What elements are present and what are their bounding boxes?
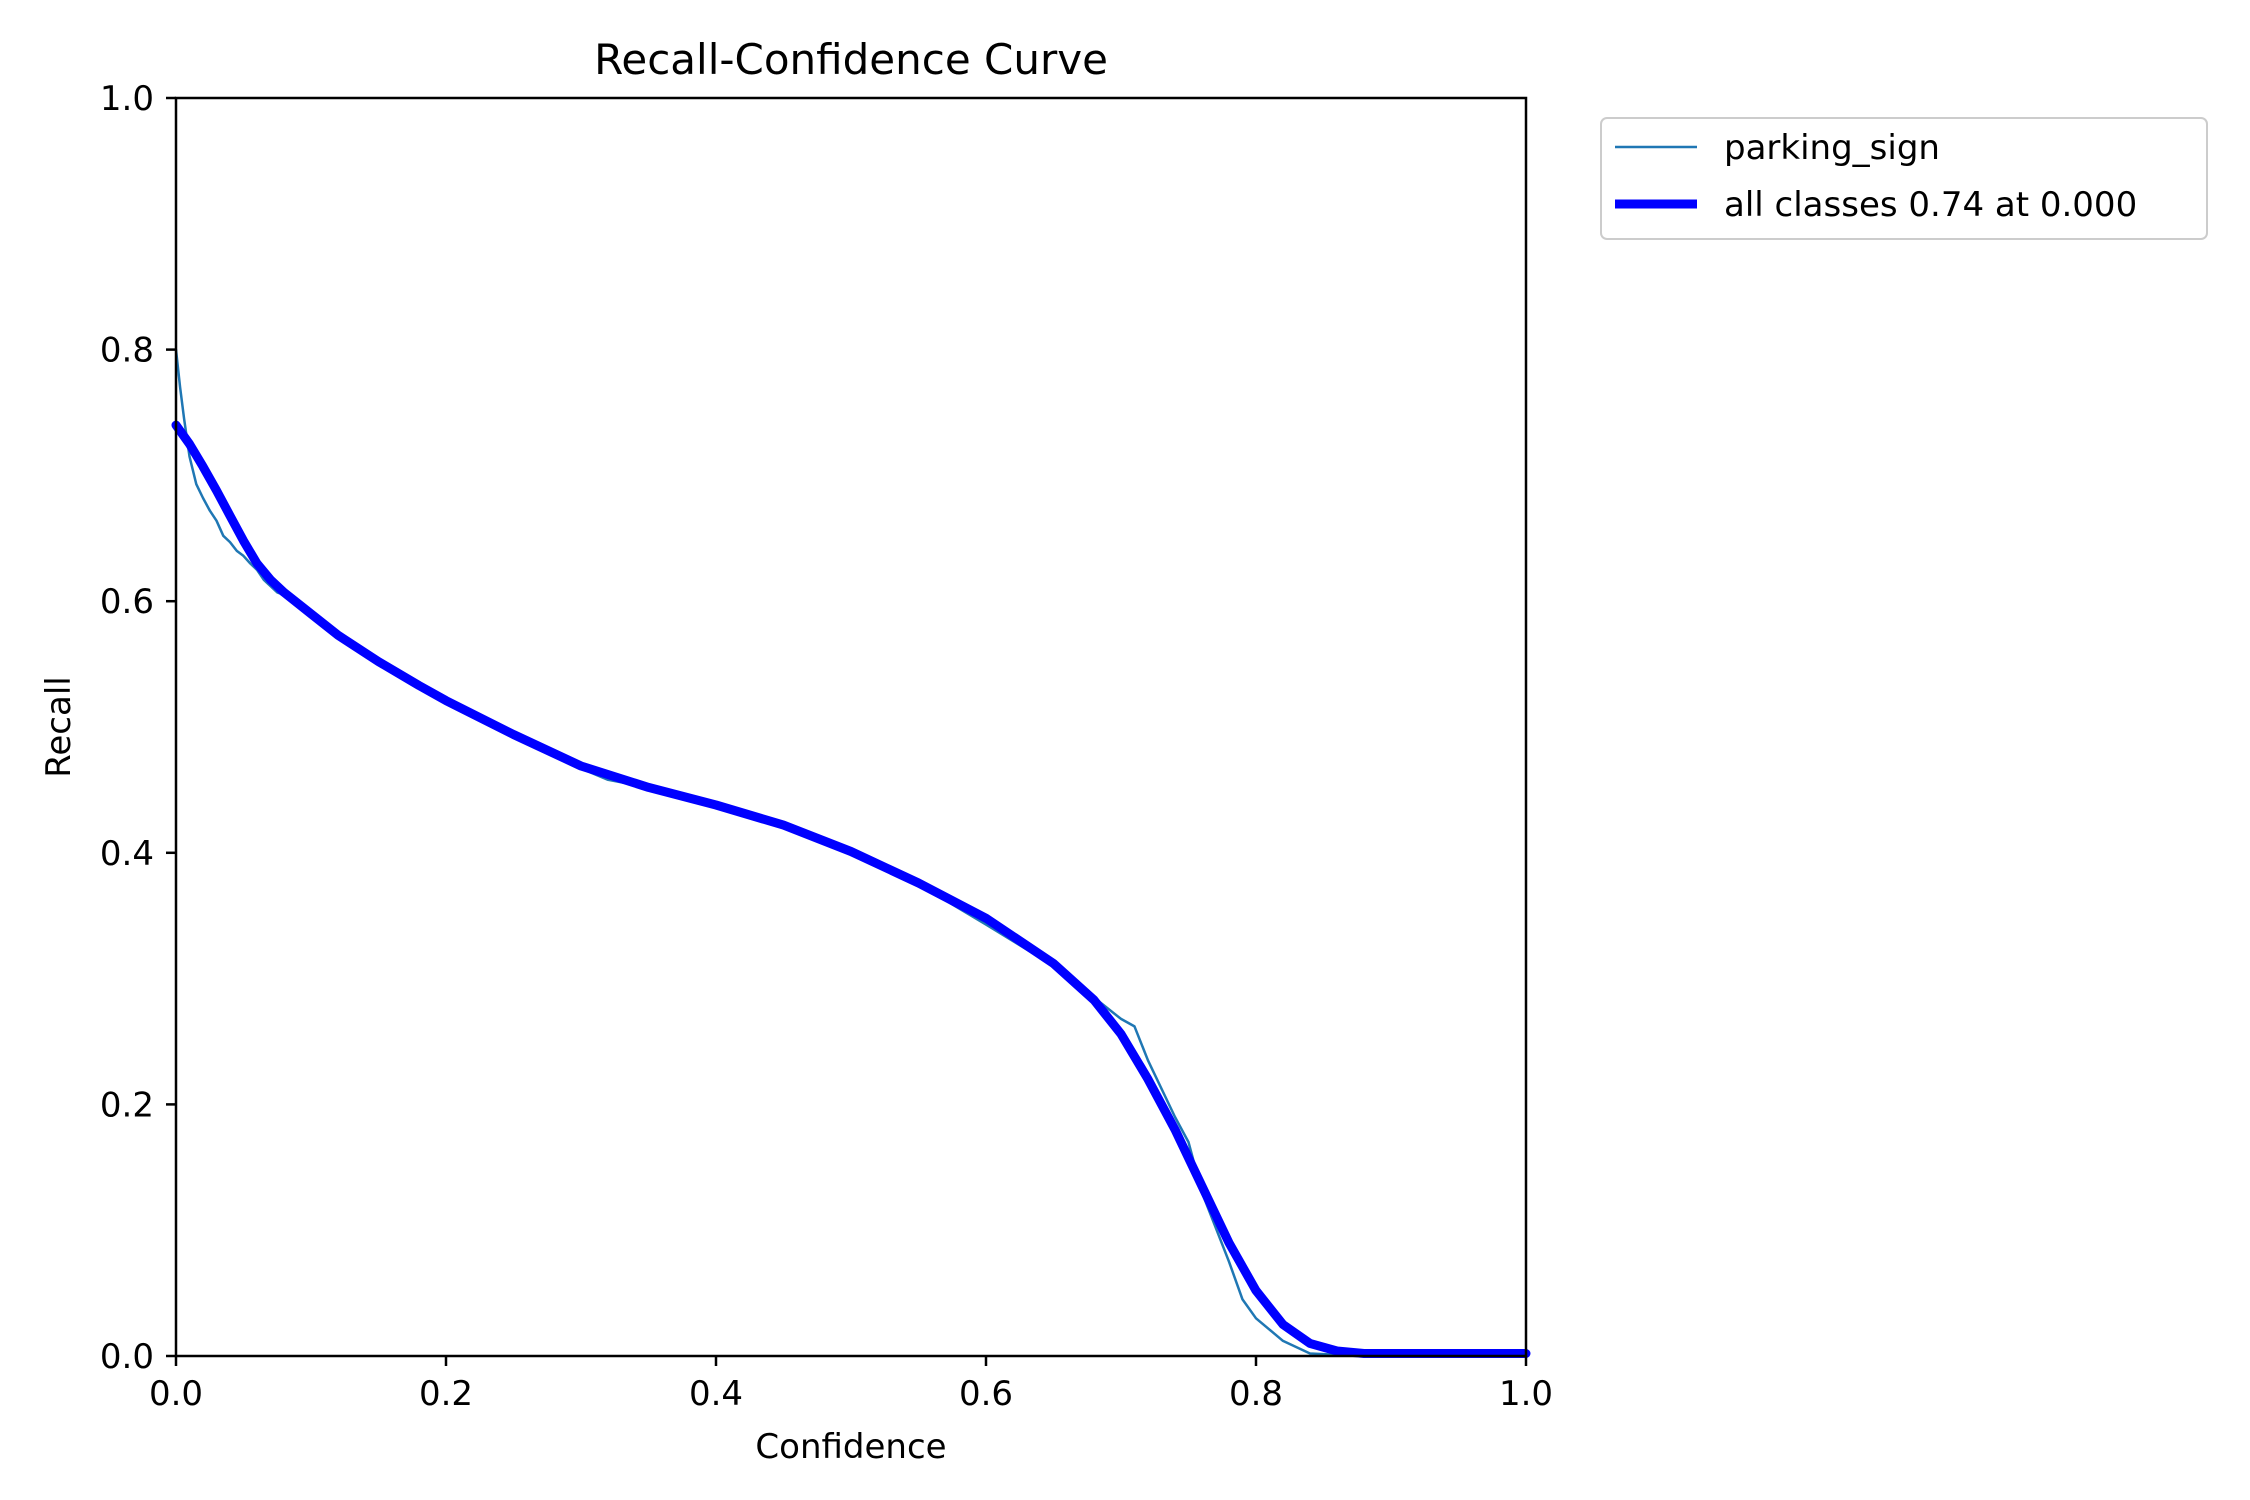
plot-frame (174, 96, 1528, 1358)
x-axis-ticks: 0.0 0.2 0.4 0.6 0.8 1.0 (149, 1356, 1553, 1414)
x-tick-label: 0.4 (689, 1374, 743, 1414)
legend-label-parking-sign: parking_sign (1724, 128, 1940, 168)
legend-frame (1600, 117, 2208, 240)
x-tick-label: 0.2 (419, 1374, 473, 1414)
x-tick-label: 0.0 (149, 1374, 203, 1414)
y-axis-ticks: 0.0 0.2 0.4 0.6 0.8 1.0 (100, 79, 176, 1377)
legend: parking_sign all classes 0.74 at 0.000 (1600, 117, 2208, 240)
y-tick-label: 1.0 (100, 79, 154, 119)
x-axis-label: Confidence (755, 1427, 946, 1467)
y-tick-label: 0.4 (100, 834, 154, 874)
x-tick-label: 0.8 (1229, 1374, 1283, 1414)
y-tick-label: 0.2 (100, 1085, 154, 1125)
chart-title: Recall-Confidence Curve (594, 35, 1108, 84)
y-tick-label: 0.8 (100, 331, 154, 371)
series-line-all-classes (171, 420, 1531, 1358)
legend-label-all-classes: all classes 0.74 at 0.000 (1724, 185, 2137, 225)
y-axis-label: Recall (39, 676, 79, 777)
y-tick-label: 0.6 (100, 582, 154, 622)
x-tick-label: 1.0 (1499, 1374, 1553, 1414)
y-tick-label: 0.0 (100, 1337, 154, 1377)
series-layer (171, 348, 1531, 1358)
x-tick-label: 0.6 (959, 1374, 1013, 1414)
